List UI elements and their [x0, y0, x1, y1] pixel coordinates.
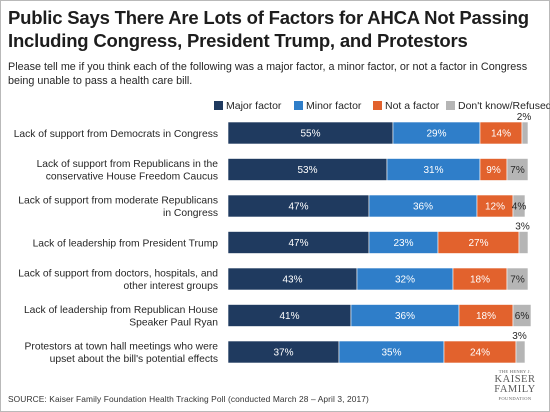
category-label: in Congress — [163, 208, 218, 219]
data-label: 7% — [510, 275, 525, 286]
data-label: 6% — [515, 311, 530, 322]
legend-label-major: Major factor — [226, 100, 282, 112]
data-label: 55% — [300, 129, 320, 140]
data-label: 27% — [468, 238, 488, 249]
legend-item-major: Major factor — [214, 100, 281, 112]
data-label: 36% — [395, 311, 415, 322]
category-label: Lack of leadership from President Trump — [33, 238, 219, 249]
logo-line-1: THE HENRY J. — [498, 369, 532, 374]
logo-line-3: FAMILY — [494, 384, 536, 395]
legend-label-not: Not a factor — [385, 100, 440, 112]
legend-swatch-minor — [294, 101, 303, 110]
bar-segment — [518, 231, 529, 254]
bar-segment — [506, 267, 529, 291]
bar-segment — [515, 340, 526, 364]
legend-label-minor: Minor factor — [306, 100, 362, 112]
legend-swatch-major — [214, 101, 223, 110]
bar-segment — [512, 194, 526, 218]
kff-logo: THE HENRY J. KAISER FAMILY FOUNDATION — [490, 369, 540, 405]
data-label: 47% — [288, 238, 308, 249]
category-label: Lack of support from doctors, hospitals,… — [18, 269, 218, 280]
source-note: SOURCE: Kaiser Family Foundation Health … — [8, 394, 369, 404]
data-label: 7% — [510, 165, 525, 176]
category-label: Lack of support from Republicans in the — [37, 159, 219, 170]
data-label: 18% — [476, 311, 496, 322]
data-label: 53% — [297, 165, 317, 176]
bar-segment — [506, 158, 529, 181]
legend: Major factor Minor factor Not a factor D… — [0, 100, 550, 114]
logo-line-2: KAISER — [494, 374, 536, 385]
legend-swatch-not — [373, 101, 382, 110]
chart-title: Public Says There Are Lots of Factors fo… — [8, 7, 529, 51]
bar-segment — [512, 304, 532, 327]
data-label: 43% — [282, 275, 302, 286]
category-label: conservative House Freedom Caucus — [46, 172, 218, 183]
category-label: Lack of support from Democrats in Congre… — [14, 129, 218, 140]
data-label: 12% — [485, 202, 505, 213]
category-label: Protestors at town hall meetings who wer… — [25, 342, 219, 353]
data-label: 14% — [491, 129, 511, 140]
data-label: 4% — [512, 202, 527, 213]
data-label: 47% — [288, 202, 308, 213]
legend-label-dont-know: Don't know/Refused — [458, 100, 550, 112]
data-label: 3% — [515, 222, 530, 233]
data-label: 35% — [381, 348, 401, 359]
legend-item-not: Not a factor — [373, 100, 439, 112]
legend-item-minor: Minor factor — [294, 100, 361, 112]
bar-segment — [521, 121, 529, 145]
data-label: 2% — [517, 112, 532, 123]
category-label: Lack of leadership from Republican House — [24, 305, 218, 316]
data-label: 9% — [486, 165, 501, 176]
legend-item-dont-know: Don't know/Refused — [446, 100, 550, 112]
legend-swatch-dont-know — [446, 101, 455, 110]
data-label: 37% — [273, 348, 293, 359]
data-label: 31% — [423, 165, 443, 176]
data-label: 23% — [393, 238, 413, 249]
category-label: upset about the bill's potential effects — [50, 354, 218, 365]
data-label: 36% — [413, 202, 433, 213]
data-label: 32% — [395, 275, 415, 286]
logo-line-4: FOUNDATION — [498, 396, 532, 401]
data-label: 3% — [512, 331, 527, 342]
data-label: 24% — [470, 348, 490, 359]
category-label: Speaker Paul Ryan — [129, 318, 218, 329]
data-label: 41% — [279, 311, 299, 322]
chart-subtitle: Please tell me if you think each of the … — [8, 61, 528, 87]
data-label: 18% — [470, 275, 490, 286]
data-label: 29% — [426, 129, 446, 140]
category-label: Lack of support from moderate Republican… — [18, 196, 218, 207]
category-label: other interest groups — [124, 281, 218, 292]
